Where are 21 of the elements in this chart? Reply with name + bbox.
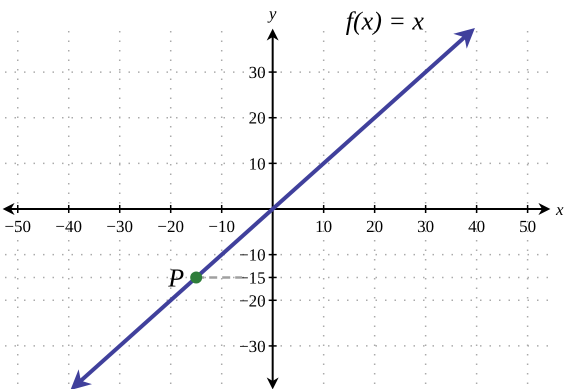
- x-tick-label: 10: [315, 217, 332, 236]
- y-tick-label: −15: [239, 268, 266, 288]
- x-tick-label: 40: [468, 217, 486, 236]
- y-tick-label: −10: [239, 246, 266, 265]
- y-tick-label: 10: [248, 154, 266, 174]
- y-tick-label: −20: [239, 291, 266, 310]
- series-label: f(x) = x: [346, 6, 424, 36]
- x-tick-label: 30: [417, 217, 434, 236]
- x-tick-label: −10: [208, 217, 235, 236]
- x-tick-label: −40: [55, 217, 82, 236]
- x-tick-label: −30: [106, 217, 134, 236]
- x-axis-title: x: [555, 200, 564, 219]
- x-tick-label: −20: [157, 217, 184, 236]
- y-axis-title: y: [266, 4, 277, 23]
- y-tick-label: −30: [239, 336, 266, 356]
- x-tick-label: 50: [519, 217, 536, 236]
- x-tick-label: −50: [4, 217, 32, 236]
- y-tick-label: 30: [248, 63, 266, 82]
- x-tick-label: 20: [366, 217, 384, 236]
- y-tick-label: 20: [248, 108, 266, 128]
- series-label: P: [167, 263, 184, 292]
